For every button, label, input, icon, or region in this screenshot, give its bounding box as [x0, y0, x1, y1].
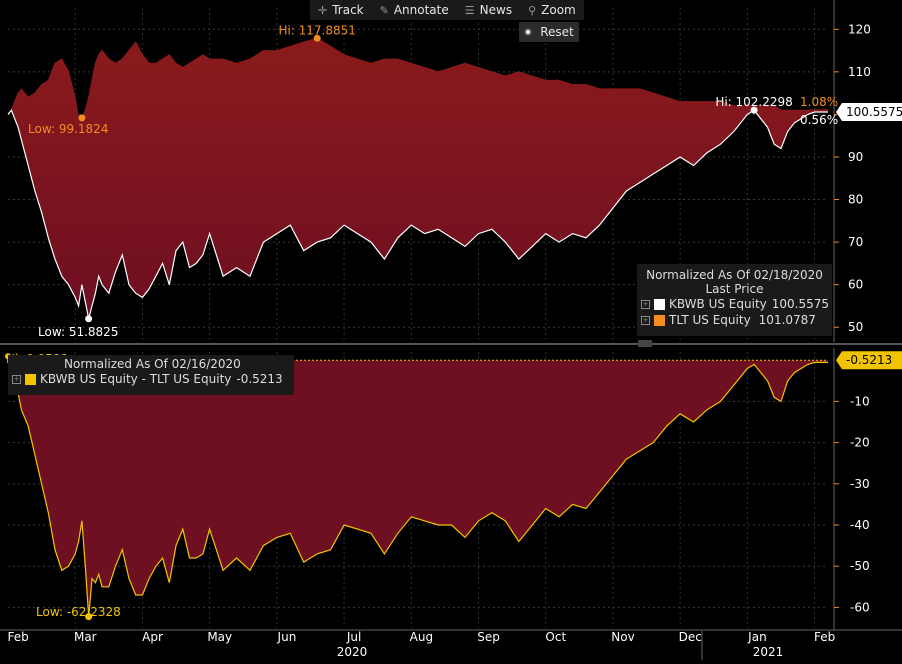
x-tick-label: Nov — [611, 630, 634, 644]
kbwb-swatch — [654, 298, 665, 310]
last-value-tag — [836, 351, 902, 370]
last-price-tag — [836, 103, 902, 122]
spread-swatch — [25, 373, 36, 385]
x-year-label: 2020 — [337, 645, 368, 659]
legend-item-name: KBWB US Equity - TLT US Equity — [40, 372, 232, 386]
spread-low-label: Low: -62.2328 — [36, 605, 121, 619]
spread-area — [8, 356, 828, 617]
y-tick-label: -40 — [850, 518, 870, 532]
reset-radio-icon — [524, 28, 533, 36]
reset-label: Reset — [540, 25, 574, 39]
tlt-hi-label: Hi: 117.8851 — [278, 23, 355, 37]
y-tick-label: -10 — [850, 394, 870, 408]
reset-button[interactable]: Reset — [519, 22, 579, 42]
x-tick-label: Jun — [277, 630, 297, 644]
bottom-legend: Normalized As Of 02/16/2020 + KBWB US Eq… — [8, 355, 294, 395]
x-tick-label: Feb — [7, 630, 28, 644]
top-legend-subtitle: Last Price — [705, 282, 764, 296]
y-tick-label: -20 — [850, 436, 870, 450]
kbwb-hi-marker — [750, 106, 758, 114]
legend-item-tlt[interactable]: + TLT US Equity 101.0787 — [637, 312, 832, 328]
y-tick-label: 90 — [848, 150, 863, 164]
legend-item-spread[interactable]: + KBWB US Equity - TLT US Equity -0.5213 — [8, 371, 294, 387]
y-tick-label: 60 — [848, 278, 863, 292]
legend-item-value: 100.5575 — [771, 297, 830, 311]
y-tick-label: 50 — [848, 320, 863, 334]
x-tick-label: Aug — [410, 630, 433, 644]
kbwb-series-line — [7, 109, 828, 319]
legend-item-value: 101.0787 — [758, 313, 816, 327]
x-tick-label: Jul — [346, 630, 361, 644]
x-tick-label: Dec — [679, 630, 702, 644]
x-tick-label: Oct — [545, 630, 566, 644]
expand-icon[interactable]: + — [12, 374, 21, 384]
magnifier-icon: ⚲ — [528, 3, 537, 17]
kbwb-low-marker — [85, 315, 93, 323]
x-tick-label: Mar — [74, 630, 97, 644]
chart-toolbar: ✛ Track ✎ Annotate ☰ News ⚲ Zoom — [310, 0, 584, 20]
y-tick-label: -30 — [850, 477, 870, 491]
expand-icon[interactable]: + — [641, 299, 650, 309]
spread-low-marker — [85, 613, 93, 621]
last-value-tag-label: -0.5213 — [846, 353, 892, 367]
tlt-low-label: Low: 99.1824 — [28, 122, 108, 136]
legend-item-name: TLT US Equity — [669, 313, 751, 327]
y-tick-label: 120 — [848, 22, 871, 36]
legend-item-name: KBWB US Equity — [669, 297, 767, 311]
tlt-change-label: 1.08% — [800, 95, 838, 109]
tlt-swatch — [654, 314, 665, 326]
y-tick-label: -60 — [850, 600, 870, 614]
track-label: Track — [332, 3, 364, 17]
x-tick-label: Feb — [814, 630, 835, 644]
zoom-label: Zoom — [541, 3, 576, 17]
top-legend-title: Normalized As Of 02/18/2020 — [646, 268, 823, 282]
zoom-button[interactable]: ⚲ Zoom — [520, 0, 584, 20]
last-price-tag-label: 100.5575 — [846, 105, 902, 119]
spread-band — [8, 38, 828, 319]
kbwb-change-label: 0.56% — [800, 113, 838, 127]
x-year-label: 2021 — [753, 645, 784, 659]
tlt-hi-marker — [313, 34, 321, 42]
annotate-button[interactable]: ✎ Annotate — [372, 0, 457, 20]
news-button[interactable]: ☰ News — [457, 0, 520, 20]
y-tick-label: 70 — [848, 235, 863, 249]
y-tick-label: 110 — [848, 65, 871, 79]
x-tick-label: Jan — [747, 630, 767, 644]
news-icon: ☰ — [464, 3, 475, 17]
kbwb-hi-label: Hi: 102.2298 — [715, 95, 792, 109]
x-tick-label: Apr — [142, 630, 163, 644]
divider-grip-icon — [638, 340, 652, 347]
pencil-icon: ✎ — [379, 3, 389, 17]
crosshair-icon: ✛ — [318, 3, 328, 17]
bottom-legend-title: Normalized As Of 02/16/2020 — [64, 357, 241, 371]
x-tick-label: May — [207, 630, 232, 644]
legend-item-value: -0.5213 — [236, 372, 283, 386]
expand-icon[interactable]: + — [641, 315, 650, 325]
x-tick-label: Sep — [477, 630, 500, 644]
tlt-low-marker — [78, 114, 86, 122]
track-button[interactable]: ✛ Track — [310, 0, 372, 20]
legend-item-kbwb[interactable]: + KBWB US Equity 100.5575 — [637, 296, 832, 312]
y-tick-label: 80 — [848, 193, 863, 207]
spread-series-line — [7, 355, 828, 617]
y-tick-label: -50 — [850, 559, 870, 573]
kbwb-low-label: Low: 51.8825 — [38, 325, 118, 339]
news-label: News — [479, 3, 513, 17]
annotate-label: Annotate — [393, 3, 449, 17]
tlt-series-line — [7, 37, 828, 120]
top-legend: Normalized As Of 02/18/2020 Last Price +… — [637, 264, 832, 336]
